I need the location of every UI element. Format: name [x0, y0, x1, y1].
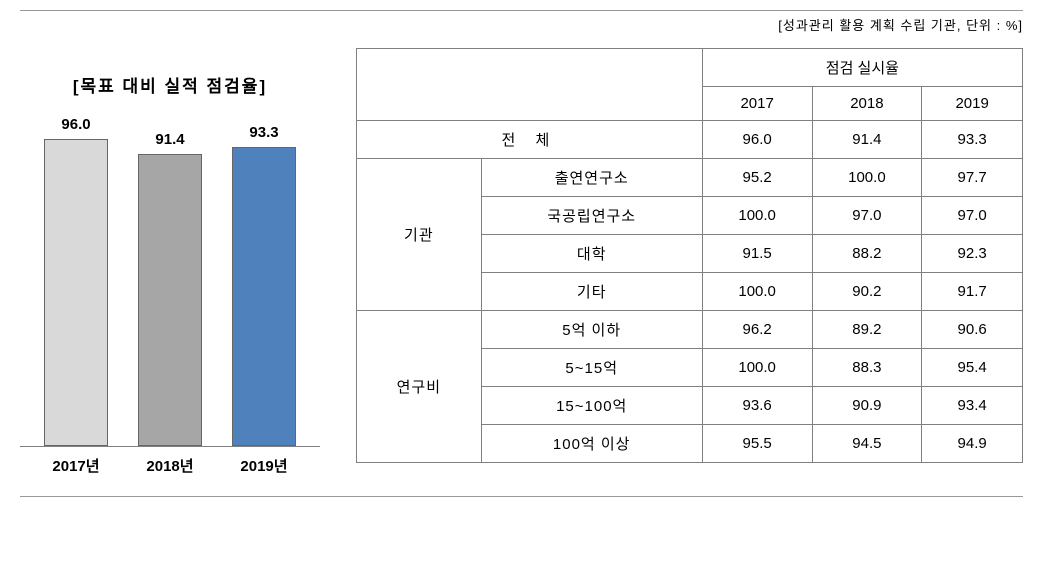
cell-value: 96.0	[702, 121, 812, 159]
x-axis-label: 2019년	[232, 455, 296, 476]
group-label: 기관	[357, 159, 482, 311]
year-header: 2018	[812, 87, 922, 121]
data-table: 점검 실시율 201720182019 전 체96.091.493.3기관출연연…	[356, 48, 1023, 463]
bar-rect	[44, 139, 108, 446]
table-row: 연구비5억 이하96.289.290.6	[357, 311, 1023, 349]
table-header-row-1: 점검 실시율	[357, 49, 1023, 87]
content-row: [목표 대비 실적 점검율] 96.091.493.3 2017년2018년20…	[20, 48, 1023, 476]
bar-value-label: 91.4	[155, 131, 184, 148]
cell-value: 88.3	[812, 349, 922, 387]
table-body: 전 체96.091.493.3기관출연연구소95.2100.097.7국공립연구…	[357, 121, 1023, 463]
cell-value: 95.4	[922, 349, 1023, 387]
table-row: 기관출연연구소95.2100.097.7	[357, 159, 1023, 197]
row-label: 5~15억	[481, 349, 702, 387]
chart-title: [목표 대비 실적 점검율]	[20, 72, 320, 97]
cell-value: 96.2	[702, 311, 812, 349]
cell-value: 97.7	[922, 159, 1023, 197]
cell-value: 92.3	[922, 235, 1023, 273]
cell-value: 91.7	[922, 273, 1023, 311]
cell-value: 93.6	[702, 387, 812, 425]
table-row-total: 전 체96.091.493.3	[357, 121, 1023, 159]
bar-value-label: 93.3	[249, 124, 278, 141]
cell-value: 90.9	[812, 387, 922, 425]
bar: 91.4	[138, 131, 202, 446]
bar-rect	[232, 147, 296, 446]
row-label: 100억 이상	[481, 425, 702, 463]
cell-value: 95.2	[702, 159, 812, 197]
cell-value: 93.4	[922, 387, 1023, 425]
cell-value: 100.0	[702, 197, 812, 235]
cell-value: 94.9	[922, 425, 1023, 463]
row-label: 5억 이하	[481, 311, 702, 349]
chart-plot-area: 96.091.493.3	[20, 127, 320, 447]
cell-value: 97.0	[812, 197, 922, 235]
row-label: 출연연구소	[481, 159, 702, 197]
cell-value: 90.2	[812, 273, 922, 311]
group-label: 연구비	[357, 311, 482, 463]
x-axis-label: 2017년	[44, 455, 108, 476]
bar-rect	[138, 154, 202, 446]
cell-value: 95.5	[702, 425, 812, 463]
cell-value: 91.4	[812, 121, 922, 159]
bar: 96.0	[44, 116, 108, 446]
figure-container: [성과관리 활용 계획 수립 기관, 단위 : %] [목표 대비 실적 점검율…	[20, 10, 1023, 497]
cell-value: 88.2	[812, 235, 922, 273]
row-label: 기타	[481, 273, 702, 311]
bar-chart: [목표 대비 실적 점검율] 96.091.493.3 2017년2018년20…	[20, 48, 320, 476]
table-corner	[357, 49, 703, 121]
figure-caption: [성과관리 활용 계획 수립 기관, 단위 : %]	[20, 11, 1023, 48]
cell-value: 97.0	[922, 197, 1023, 235]
year-header: 2017	[702, 87, 812, 121]
cell-value: 91.5	[702, 235, 812, 273]
cell-value: 100.0	[812, 159, 922, 197]
total-label: 전 체	[357, 121, 703, 159]
x-axis-label: 2018년	[138, 455, 202, 476]
chart-x-axis: 2017년 2018년 2019년	[20, 447, 320, 476]
data-table-panel: 점검 실시율 201720182019 전 체96.091.493.3기관출연연…	[356, 48, 1023, 463]
cell-value: 93.3	[922, 121, 1023, 159]
year-header: 2019	[922, 87, 1023, 121]
bar-value-label: 96.0	[61, 116, 90, 133]
cell-value: 89.2	[812, 311, 922, 349]
bar: 93.3	[232, 124, 296, 446]
cell-value: 100.0	[702, 273, 812, 311]
table-head: 점검 실시율 201720182019	[357, 49, 1023, 121]
row-label: 국공립연구소	[481, 197, 702, 235]
row-label: 15~100억	[481, 387, 702, 425]
row-label: 대학	[481, 235, 702, 273]
cell-value: 90.6	[922, 311, 1023, 349]
cell-value: 94.5	[812, 425, 922, 463]
table-header-group: 점검 실시율	[702, 49, 1022, 87]
cell-value: 100.0	[702, 349, 812, 387]
